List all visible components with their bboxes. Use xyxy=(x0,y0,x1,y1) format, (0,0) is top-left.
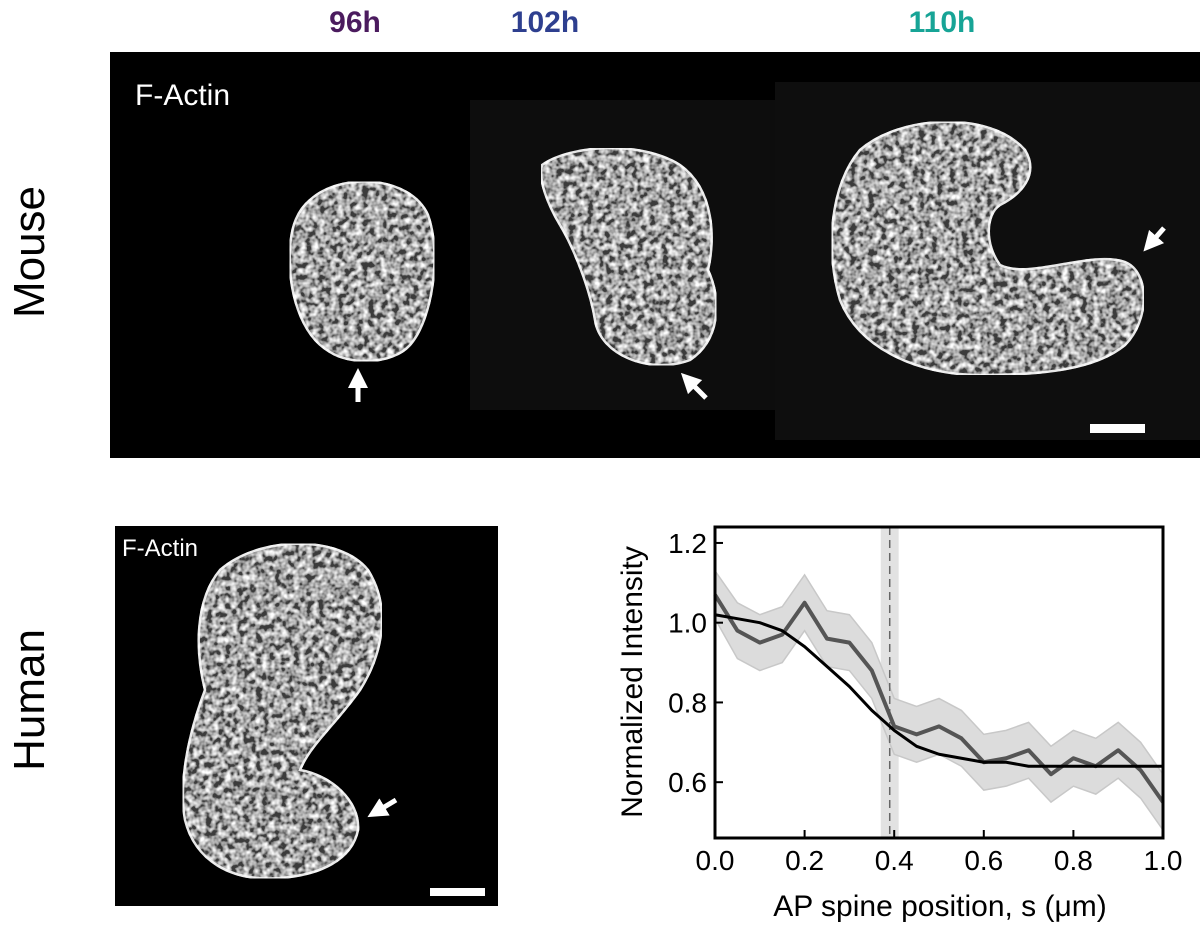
time-label: 96h xyxy=(329,6,381,39)
time-label: 102h xyxy=(511,6,579,39)
chart: 0.0 0.2 0.4 0.6 0.8 1.0 0.6 0.8 1.0 1.2 xyxy=(668,525,1183,876)
x-axis-label: AP spine position, s (μm) xyxy=(773,890,1107,923)
y-axis-label: Normalized Intensity xyxy=(616,546,649,818)
time-label: 110h xyxy=(909,6,976,39)
image-label: F-Actin xyxy=(122,535,198,562)
error-band xyxy=(714,568,1164,833)
row-label: Human xyxy=(5,629,54,771)
highlight-span xyxy=(880,527,899,838)
data-line xyxy=(713,593,1165,804)
y-tick-label: 1.2 xyxy=(668,528,707,559)
x-tick-label: 0.8 xyxy=(1054,845,1093,876)
y-tick-label: 0.8 xyxy=(668,687,707,718)
x-tick-label: 1.0 xyxy=(1144,845,1183,876)
plot-frame xyxy=(713,525,1165,840)
image-label: F-Actin xyxy=(135,79,230,112)
mouse-image: F-Actin xyxy=(110,52,1200,458)
x-tick-label: 0.0 xyxy=(696,845,735,876)
row-label: Mouse xyxy=(5,186,54,318)
x-tick-label: 0.4 xyxy=(875,845,914,876)
x-tick-label: 0.2 xyxy=(785,845,824,876)
y-tick-label: 0.6 xyxy=(668,767,707,798)
y-tick-label: 1.0 xyxy=(668,608,707,639)
human-image: F-Actin xyxy=(115,526,498,906)
data-line xyxy=(714,613,1163,768)
x-tick-label: 0.6 xyxy=(964,845,1003,876)
